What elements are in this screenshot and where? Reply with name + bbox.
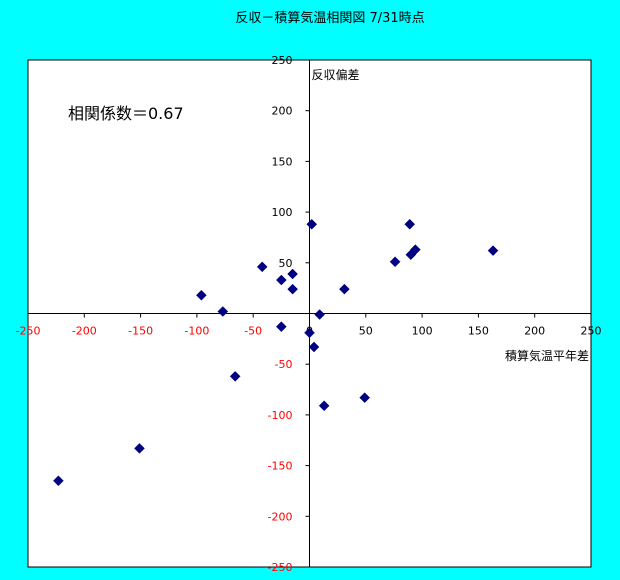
x-tick-label: -150 bbox=[128, 325, 153, 338]
data-point-marker bbox=[134, 443, 145, 454]
x-tick-label: 100 bbox=[412, 325, 433, 338]
data-point-marker bbox=[318, 400, 330, 412]
chart-title: 反収－積算気温相関図 7/31時点 bbox=[235, 10, 424, 26]
data-point-marker bbox=[287, 268, 298, 280]
y-tick-label: 200 bbox=[272, 105, 293, 118]
data-point-marker bbox=[229, 371, 241, 382]
x-tick-label: -100 bbox=[184, 325, 209, 338]
y-tick-label: 100 bbox=[272, 206, 293, 219]
data-point-marker bbox=[304, 327, 315, 339]
x-tick-labels: -250-200-150-100-50050100150200250 bbox=[16, 325, 602, 338]
data-point-marker bbox=[314, 309, 325, 320]
y-tick-label: 50 bbox=[279, 257, 293, 270]
data-point-marker bbox=[217, 306, 229, 317]
data-point-marker bbox=[359, 392, 371, 404]
data-point-marker bbox=[275, 274, 287, 286]
data-point-marker bbox=[306, 218, 318, 230]
data-point-marker bbox=[404, 218, 416, 230]
data-point-marker bbox=[196, 289, 207, 301]
data-point-marker bbox=[275, 321, 287, 333]
x-tick-label: 150 bbox=[468, 325, 489, 338]
y-axis-label: 反収偏差 bbox=[312, 67, 360, 82]
x-tick-label: 250 bbox=[581, 325, 602, 338]
x-tick-label: 50 bbox=[359, 325, 373, 338]
data-point-marker bbox=[256, 261, 268, 273]
correlation-annotation: 相関係数＝0.67 bbox=[68, 104, 184, 123]
y-tick-label: 250 bbox=[272, 54, 293, 67]
y-tick-label: 150 bbox=[272, 155, 293, 168]
data-point-marker bbox=[339, 283, 350, 295]
data-point-marker bbox=[308, 341, 320, 353]
y-tick-labels: -250 -200 -150 -100 -50 50 100 150 200 250 bbox=[268, 54, 293, 574]
data-point-marker bbox=[487, 245, 499, 256]
data-point-marker bbox=[287, 283, 298, 295]
data-points bbox=[53, 218, 499, 487]
axes bbox=[27, 59, 592, 568]
y-tick-label: -200 bbox=[268, 510, 293, 523]
x-tick-label: -200 bbox=[72, 325, 97, 338]
y-tick-label: -100 bbox=[268, 409, 293, 422]
data-point-marker bbox=[389, 256, 401, 268]
x-axis-label: 積算気温平年差 bbox=[505, 348, 589, 363]
y-tick-label: -50 bbox=[275, 358, 293, 371]
y-tick-label: -150 bbox=[268, 460, 293, 473]
data-point-marker bbox=[53, 475, 64, 487]
x-tick-label: -50 bbox=[244, 325, 262, 338]
data-point-marker bbox=[409, 244, 421, 255]
y-tick-label: -250 bbox=[268, 561, 293, 574]
x-tick-label: 200 bbox=[524, 325, 545, 338]
x-tick-label: -250 bbox=[16, 325, 41, 338]
